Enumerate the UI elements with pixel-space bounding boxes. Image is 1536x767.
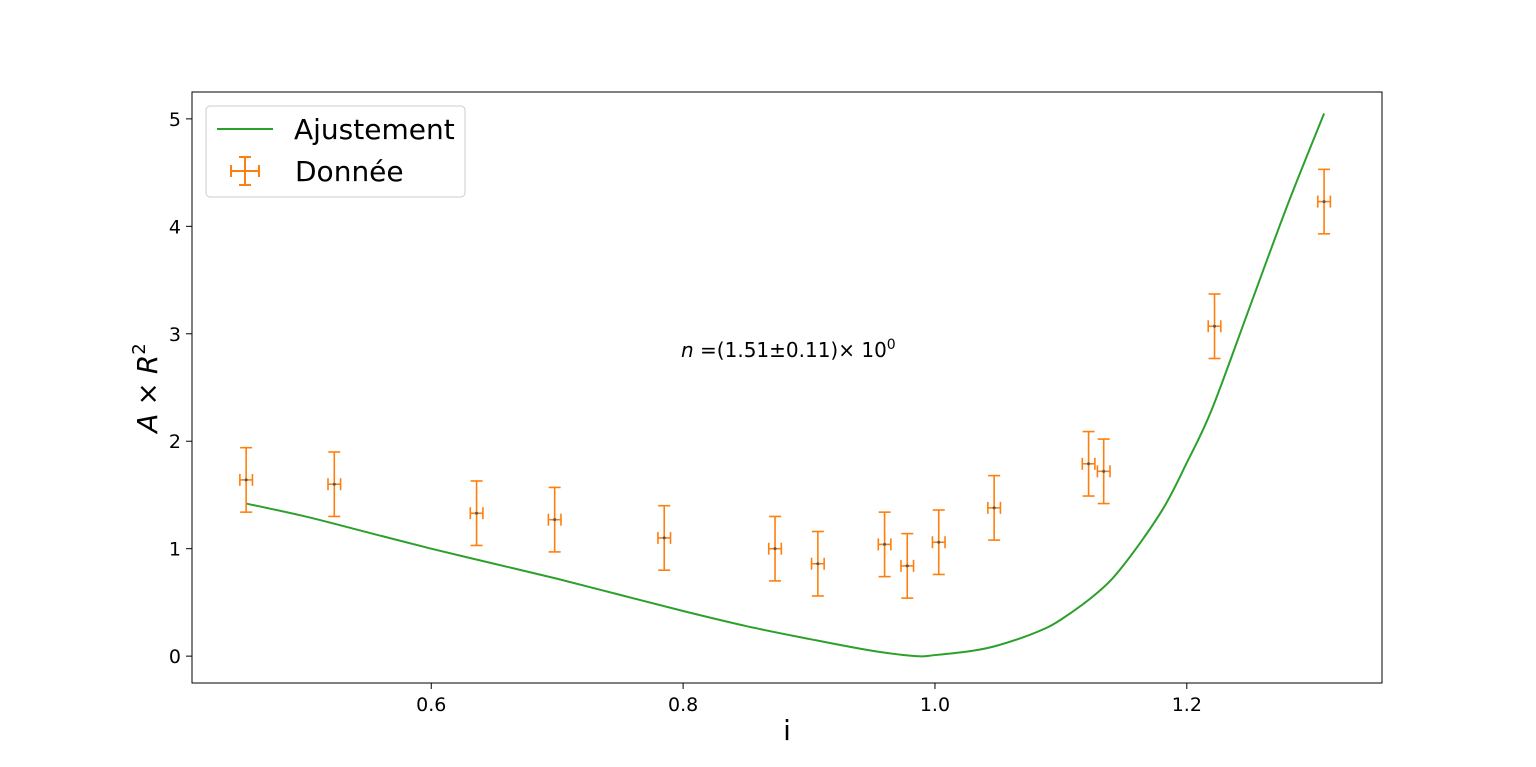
y-axis-label: A × R2 (129, 343, 164, 435)
data-point (877, 511, 892, 578)
data-points-layer (239, 168, 1332, 599)
legend-label-ajustement: Ajustement (294, 113, 455, 146)
legend-label-donnee: Donnée (295, 155, 404, 188)
data-point (810, 530, 825, 597)
y-tick-label: 0 (169, 646, 181, 668)
plot-frame (191, 91, 1383, 684)
y-tick-label: 1 (169, 539, 181, 561)
annotation-variable: n (681, 338, 694, 362)
legend-errorbar-swatch (230, 156, 260, 186)
x-ticks: 0.6 0.8 1.0 1.2 (416, 683, 1202, 716)
data-point (931, 509, 946, 576)
data-point (987, 474, 1002, 541)
y-tick-label: 2 (169, 431, 181, 453)
fit-curve (245, 113, 1325, 658)
data-point (239, 446, 254, 513)
data-point (900, 532, 915, 599)
x-tick-label: 0.8 (668, 694, 698, 716)
y-axis-label-r: R (131, 355, 164, 374)
y-axis-label-exponent: 2 (129, 343, 150, 354)
data-point (1316, 168, 1332, 235)
x-axis-label: i (783, 714, 791, 747)
annotation-exponent: 0 (887, 337, 896, 353)
y-ticks: 0 1 2 3 4 5 (169, 109, 192, 668)
y-tick-label: 5 (169, 109, 181, 131)
x-tick-label: 1.2 (1172, 694, 1202, 716)
fit-curve-layer (245, 113, 1325, 658)
y-axis-label-a: A (131, 414, 164, 435)
data-point (327, 451, 342, 518)
legend: Ajustement Donnée (205, 105, 466, 198)
data-point (469, 480, 484, 547)
x-tick-label: 1.0 (920, 694, 950, 716)
y-tick-label: 4 (169, 216, 181, 238)
annotation-value: =(1.51±0.11)× 10 (694, 338, 887, 362)
data-point (1081, 430, 1096, 497)
data-point (1096, 438, 1111, 505)
x-tick-label: 0.6 (416, 694, 446, 716)
fit-annotation: n =(1.51±0.11)× 100 (681, 337, 896, 362)
data-point (1207, 293, 1222, 360)
data-point (657, 504, 672, 571)
data-point (767, 515, 783, 582)
data-point (547, 486, 562, 553)
y-axis-label-times: × (131, 382, 164, 405)
y-tick-label: 3 (169, 324, 181, 346)
